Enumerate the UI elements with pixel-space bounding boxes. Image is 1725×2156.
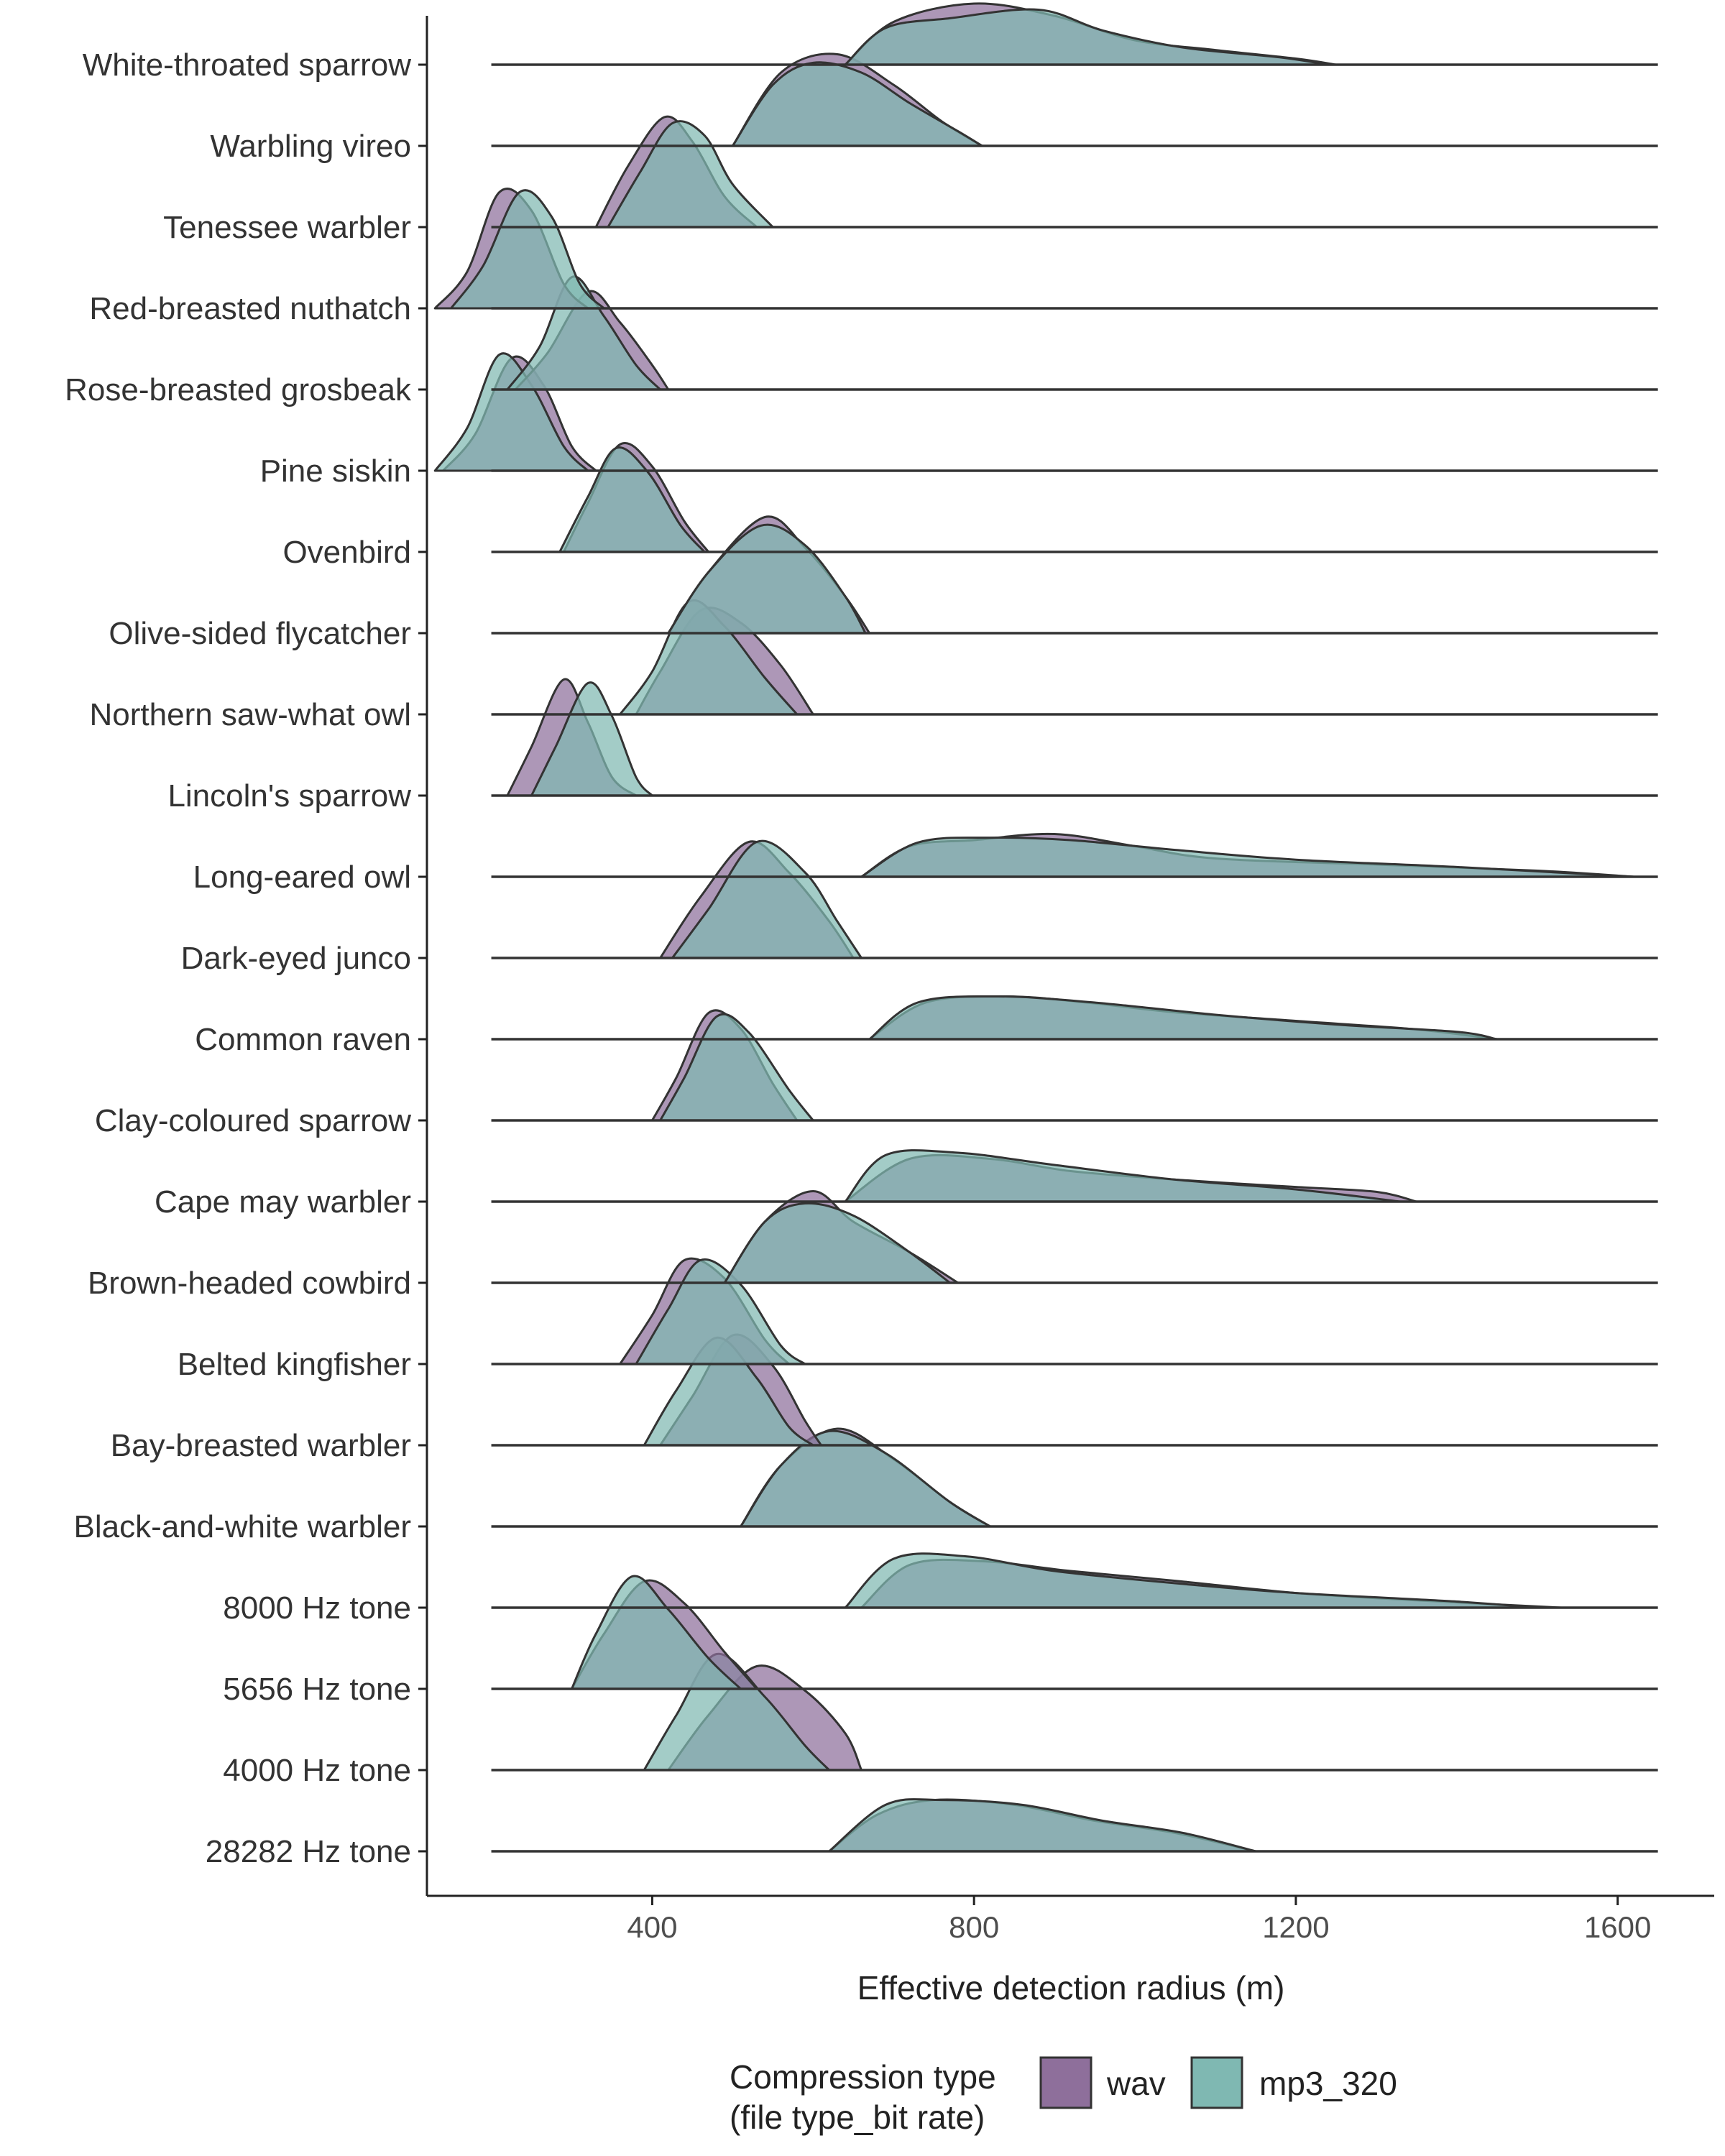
density-mp3-320-cape-may-warbler (844, 1149, 1402, 1203)
ridges (433, 2, 1658, 1853)
category-label-clay-coloured-sparrow: Clay-coloured sparrow (95, 1103, 411, 1138)
category-label-long-eared-owl: Long-eared owl (193, 860, 411, 895)
ridge-cape-may-warbler (491, 1149, 1658, 1203)
category-label-28282-hz-tone: 28282 Hz tone (206, 1834, 411, 1869)
density-mp3-320-rose-breasted-grosbeak (506, 275, 662, 391)
ridge-belted-kingfisher (491, 1257, 1658, 1365)
category-label-white-throated-sparrow: White-throated sparrow (83, 47, 412, 83)
x-tick-label-1600: 1600 (1584, 1910, 1651, 1944)
ridge-olive-sided-flycatcher (491, 515, 1658, 635)
legend-swatch-mp3-320 (1190, 2056, 1243, 2109)
ridge-warbling-vireo (491, 52, 1658, 147)
x-tick-label-400: 400 (627, 1910, 677, 1944)
category-label-northern-saw-what-owl: Northern saw-what owl (90, 697, 412, 732)
ridge-dark-eyed-junco (491, 839, 1658, 959)
ridge-ovenbird (491, 442, 1658, 553)
category-label-bay-breasted-warbler: Bay-breasted warbler (111, 1428, 411, 1463)
density-mp3-320-clay-coloured-sparrow (659, 1013, 814, 1122)
ridge-brown-headed-cowbird (491, 1190, 1658, 1284)
density-mp3-320-lincoln-s-sparrow (530, 681, 653, 797)
category-label-dark-eyed-junco: Dark-eyed junco (181, 941, 411, 976)
category-label-5656-hz-tone: 5656 Hz tone (223, 1672, 411, 1707)
ridge-common-raven (491, 995, 1658, 1041)
category-label-red-breasted-nuthatch: Red-breasted nuthatch (89, 291, 411, 326)
density-mp3-320-brown-headed-cowbird (723, 1202, 952, 1284)
category-label-black-and-white-warbler: Black-and-white warbler (73, 1509, 411, 1544)
ridge-8000-hz-tone (491, 1552, 1658, 1609)
ridge-lincoln-s-sparrow (491, 678, 1658, 797)
category-label-pine-siskin: Pine siskin (260, 453, 411, 489)
ridge-white-throated-sparrow (491, 2, 1658, 66)
ridge-pine-siskin (433, 352, 1658, 472)
category-label-brown-headed-cowbird: Brown-headed cowbird (88, 1266, 411, 1301)
density-mp3-320-ovenbird (558, 446, 706, 553)
density-mp3-320-red-breasted-nuthatch (450, 189, 605, 310)
category-label-warbling-vireo: Warbling vireo (210, 129, 411, 164)
legend-label-wav: wav (1106, 2065, 1166, 2102)
legend: Compression type (file type_bit rate) wa… (730, 2056, 1397, 2136)
density-mp3-320-belted-kingfisher (635, 1258, 806, 1365)
x-tick-label-1200: 1200 (1262, 1910, 1329, 1944)
ridge-bay-breasted-warbler (491, 1333, 1658, 1447)
density-mp3-320-white-throated-sparrow (844, 8, 1330, 66)
density-mp3-320-28282-hz-tone (828, 1798, 1257, 1853)
ridge-5656-hz-tone (491, 1575, 1658, 1690)
category-labels: 28282 Hz tone 4000 Hz tone 5656 Hz tone 800… (65, 47, 427, 1869)
legend-title-line1: Compression type (730, 2058, 996, 2096)
ridge-tenessee-warbler (491, 115, 1658, 229)
category-label-lincoln-s-sparrow: Lincoln's sparrow (167, 778, 411, 814)
category-label-olive-sided-flycatcher: Olive-sided flycatcher (109, 616, 411, 651)
category-label-belted-kingfisher: Belted kingfisher (178, 1347, 411, 1382)
density-mp3-320-olive-sided-flycatcher (667, 523, 867, 635)
ridge-red-breasted-nuthatch (433, 188, 1658, 310)
ridge-northern-saw-what-owl (491, 599, 1658, 716)
density-mp3-320-black-and-white-warbler (740, 1429, 992, 1528)
density-mp3-320-pine-siskin (433, 352, 589, 472)
category-label-common-raven: Common raven (195, 1022, 411, 1057)
ridge-4000-hz-tone (491, 1652, 1658, 1772)
ridge-long-eared-owl (491, 832, 1658, 878)
category-label-cape-may-warbler: Cape may warbler (155, 1184, 411, 1220)
x-tick-label-800: 800 (949, 1910, 999, 1944)
x-axis-title: Effective detection radius (m) (857, 1969, 1285, 2007)
category-label-4000-hz-tone: 4000 Hz tone (223, 1753, 411, 1788)
ridge-clay-coloured-sparrow (491, 1009, 1658, 1122)
density-mp3-320-common-raven (868, 995, 1499, 1041)
legend-swatch-wav (1039, 2056, 1092, 2109)
category-label-8000-hz-tone: 8000 Hz tone (223, 1590, 411, 1626)
legend-label-mp3-320: mp3_320 (1259, 2065, 1397, 2102)
category-label-tenessee-warbler: Tenessee warbler (163, 210, 411, 245)
legend-title-line2: (file type_bit rate) (730, 2099, 985, 2136)
category-label-rose-breasted-grosbeak: Rose-breasted grosbeak (65, 372, 412, 407)
ridge-28282-hz-tone (491, 1798, 1658, 1853)
density-mp3-320-5656-hz-tone (571, 1575, 742, 1690)
ridge-black-and-white-warbler (491, 1427, 1658, 1528)
x-axis-ticks: 400 800 1200 1600 (627, 1896, 1651, 1944)
density-mp3-320-8000-hz-tone (844, 1552, 1539, 1609)
category-label-ovenbird: Ovenbird (282, 535, 411, 570)
density-mp3-320-long-eared-owl (860, 836, 1635, 878)
density-mp3-320-warbling-vireo (731, 61, 983, 147)
density-mp3-320-dark-eyed-junco (671, 839, 862, 959)
ridge-rose-breasted-grosbeak (491, 275, 1658, 391)
density-mp3-320-tenessee-warbler (607, 120, 774, 229)
